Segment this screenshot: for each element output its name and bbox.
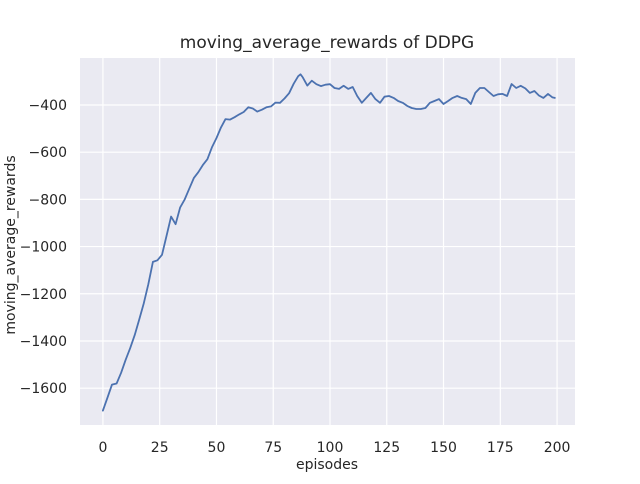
x-tick-label-150: 150 [430, 440, 457, 456]
x-tick-label-50: 50 [208, 440, 226, 456]
y-tick-label--1400: −1400 [20, 334, 67, 350]
series-line-moving-average-rewards [102, 73, 556, 412]
x-tick-label-100: 100 [317, 440, 344, 456]
y-axis-label: moving_average_rewards [3, 155, 19, 334]
x-tick-label-0: 0 [98, 440, 107, 456]
plot-area [80, 58, 575, 425]
y-tick-label--1000: −1000 [20, 240, 67, 256]
x-tick-label-125: 125 [373, 440, 400, 456]
x-tick-label-200: 200 [544, 440, 571, 456]
y-tick-label--1600: −1600 [20, 381, 67, 397]
chart-title: moving_average_rewards of DDPG [180, 33, 474, 53]
y-tick-label--400: −400 [29, 98, 67, 114]
x-tick-label-75: 75 [264, 440, 282, 456]
x-axis-label: episodes [296, 457, 358, 473]
y-tick-label--600: −600 [29, 145, 67, 161]
y-tick-label--800: −800 [29, 192, 67, 208]
x-tick-label-175: 175 [487, 440, 514, 456]
x-tick-label-25: 25 [151, 440, 169, 456]
y-tick-label--1200: −1200 [20, 287, 67, 303]
